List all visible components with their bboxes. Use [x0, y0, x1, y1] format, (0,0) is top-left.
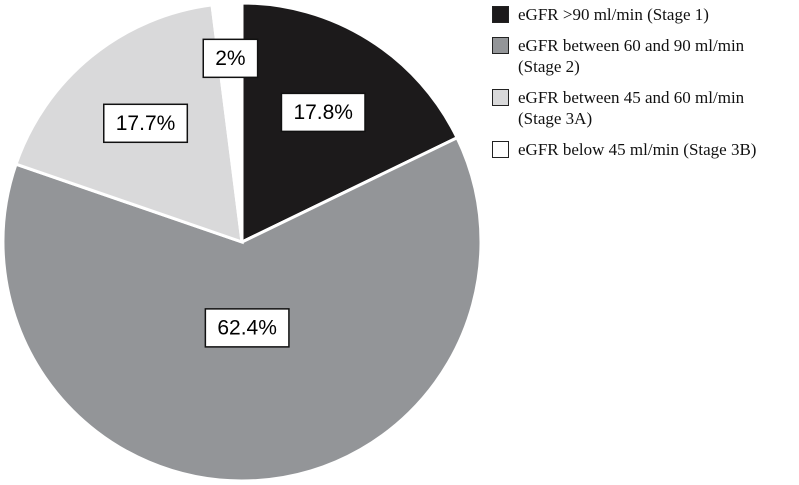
- value-label-box: [280, 92, 366, 133]
- legend-swatch: [492, 6, 509, 23]
- legend-swatch: [492, 37, 509, 54]
- legend-swatch: [492, 141, 509, 158]
- value-label: 17.7%: [116, 112, 176, 135]
- legend-label: eGFR between 45 and 60 ml/min (Stage 3A): [518, 88, 745, 128]
- value-label-box: [204, 308, 290, 348]
- value-label: 62.4%: [217, 316, 277, 339]
- legend-item: eGFR below 45 ml/min (Stage 3B): [492, 139, 792, 160]
- value-label: 2%: [215, 47, 245, 70]
- pie-area: 17.8% 62.4% 17.7% 2%: [1, 1, 483, 483]
- legend-swatch: [492, 89, 509, 106]
- legend-label: eGFR between 60 and 90 ml/min (Stage 2): [518, 36, 745, 76]
- value-label-box: [103, 103, 189, 144]
- legend-label: eGFR >90 ml/min (Stage 1): [518, 5, 709, 24]
- legend-item: eGFR >90 ml/min (Stage 1): [492, 4, 792, 25]
- value-label: 17.8%: [293, 101, 353, 124]
- value-label-box: [202, 38, 259, 79]
- legend-item: eGFR between 60 and 90 ml/min (Stage 2): [492, 35, 792, 77]
- legend-label: eGFR below 45 ml/min (Stage 3B): [518, 140, 757, 159]
- legend: eGFR >90 ml/min (Stage 1) eGFR between 60…: [492, 4, 792, 170]
- legend-item: eGFR between 45 and 60 ml/min (Stage 3A): [492, 87, 792, 129]
